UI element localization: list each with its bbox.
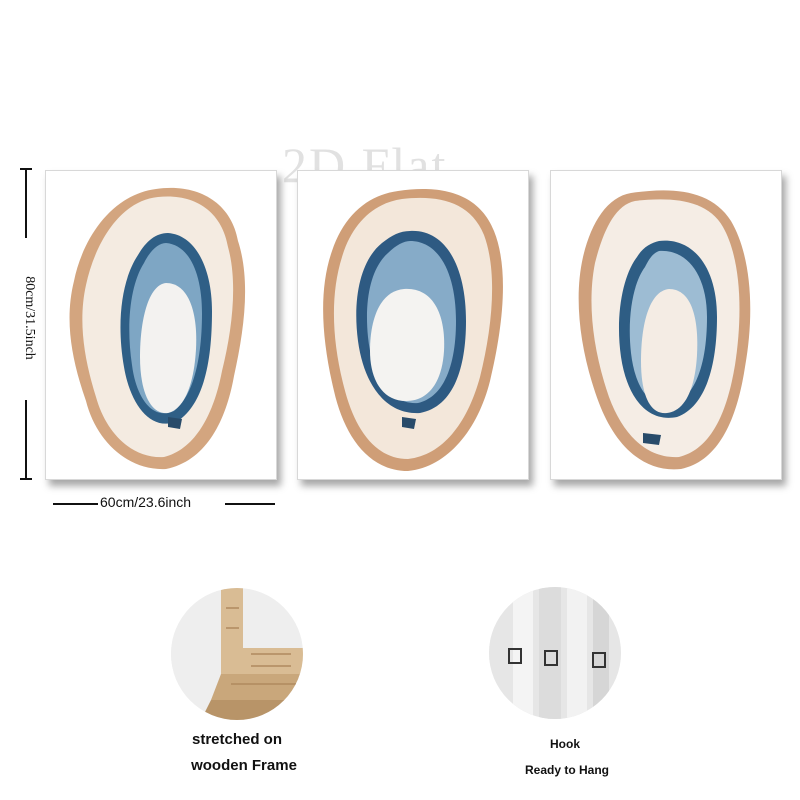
frame-caption-line2: wooden Frame bbox=[191, 757, 297, 774]
wooden-frame-photo bbox=[171, 588, 303, 720]
canvas-panel-left bbox=[45, 170, 277, 480]
hook-caption-line1: Hook bbox=[550, 737, 580, 751]
oyster-shell-image bbox=[69, 187, 246, 470]
hook-caption-line2: Ready to Hang bbox=[524, 763, 610, 777]
width-dimension-label: 60cm/23.6inch bbox=[100, 494, 192, 510]
oyster-shell-image bbox=[578, 190, 751, 470]
wooden-frame-image bbox=[171, 588, 303, 720]
height-bottom-tick bbox=[20, 478, 32, 480]
width-line-right bbox=[225, 503, 275, 505]
hook-photo bbox=[489, 587, 621, 719]
height-line-top bbox=[25, 168, 27, 238]
width-line-left bbox=[53, 503, 98, 505]
canvas-panel-center bbox=[297, 170, 529, 480]
hook-image bbox=[489, 587, 621, 719]
frame-caption-line1: stretched on bbox=[191, 731, 283, 748]
height-dimension-label: 80cm/31.5inch bbox=[22, 276, 37, 360]
canvas-panel-right bbox=[550, 170, 782, 480]
height-line-bottom bbox=[25, 400, 27, 478]
oyster-shell-image bbox=[323, 189, 503, 471]
